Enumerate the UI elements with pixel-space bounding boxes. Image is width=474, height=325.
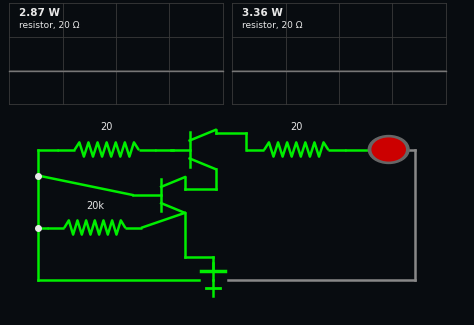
Circle shape	[372, 138, 405, 161]
Text: 20: 20	[290, 122, 302, 132]
Text: 3.36 W: 3.36 W	[242, 8, 283, 18]
Circle shape	[368, 136, 409, 163]
Text: resistor, 20 Ω: resistor, 20 Ω	[242, 21, 302, 30]
Text: 20k: 20k	[86, 201, 104, 211]
Text: 2.87 W: 2.87 W	[19, 8, 60, 18]
Text: 20: 20	[100, 122, 113, 132]
Text: resistor, 20 Ω: resistor, 20 Ω	[19, 21, 80, 30]
